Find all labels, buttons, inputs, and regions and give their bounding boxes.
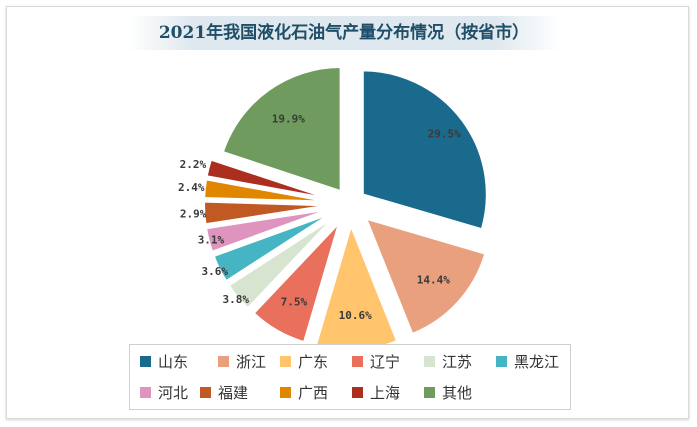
data-labels: 29.5% 14.4% 10.6% 7.5% 3.8% 3.6% 3.1% 2.9% 2.4% 2…	[178, 113, 461, 322]
legend-swatch	[280, 355, 291, 367]
legend-swatch	[352, 355, 363, 367]
legend-swatch	[352, 386, 363, 398]
legend-item-5: 江苏	[424, 350, 472, 372]
legend-label: 其他	[442, 383, 473, 402]
legend-item-9: 广西	[280, 381, 328, 403]
legend-item-3: 广东	[280, 350, 328, 372]
data-label-10: 2.2%	[180, 158, 207, 171]
data-label-6: 3.6%	[202, 265, 229, 278]
chart-title: 2021年我国液化石油气产量分布情况（按省市）	[158, 23, 530, 43]
legend-swatch	[140, 355, 151, 367]
legend-swatch	[200, 386, 211, 398]
legend-item-2: 浙江	[218, 350, 266, 372]
legend-item-4: 辽宁	[352, 350, 400, 372]
data-label-5: 3.8%	[223, 293, 250, 306]
pie-slice-9	[203, 178, 329, 203]
title-band	[128, 16, 560, 50]
pie-slice-5	[227, 217, 334, 310]
pie-slice-10	[205, 158, 329, 200]
pie-slice-7	[204, 208, 330, 253]
legend-label: 辽宁	[370, 352, 401, 371]
pie-slice-4	[252, 222, 340, 344]
legend-item-11: 其他	[424, 381, 472, 403]
data-label-4: 7.5%	[281, 296, 308, 309]
legend-label: 福建	[218, 383, 249, 402]
pie-slices	[203, 66, 488, 351]
legend-label: 上海	[370, 383, 401, 402]
legend-label: 山东	[158, 352, 189, 371]
data-label-2: 14.4%	[417, 274, 450, 287]
legend-label: 河北	[158, 383, 189, 402]
legend-item-7: 河北	[140, 381, 188, 403]
legend-item-8: 福建	[200, 381, 248, 403]
legend-swatch	[218, 355, 229, 367]
legend-item-6: 黑龙江	[496, 350, 559, 372]
legend-label: 浙江	[236, 352, 267, 371]
pie-slice-11	[221, 66, 342, 193]
legend: 山东 浙江 广东 辽宁 江苏 黑龙江河北 福建 广西 上海 其他	[129, 344, 571, 410]
pie-slice-8	[203, 200, 329, 226]
legend-swatch	[140, 386, 151, 398]
legend-swatch	[496, 355, 507, 367]
pie-slice-6	[212, 212, 331, 283]
data-label-3: 10.6%	[339, 309, 372, 322]
legend-label: 黑龙江	[514, 352, 560, 371]
data-label-11: 19.9%	[272, 113, 305, 126]
legend-swatch	[280, 386, 291, 398]
legend-label: 江苏	[442, 352, 473, 371]
legend-label: 广西	[298, 383, 329, 402]
data-label-1: 29.5%	[428, 127, 461, 140]
data-label-8: 2.9%	[180, 208, 207, 221]
legend-swatch	[424, 355, 435, 367]
pie-slice-1	[361, 69, 488, 231]
legend-item-10: 上海	[352, 381, 400, 403]
data-label-7: 3.1%	[198, 234, 225, 247]
legend-label: 广东	[298, 352, 329, 371]
legend-item-1: 山东	[140, 350, 188, 372]
data-label-9: 2.4%	[178, 181, 205, 194]
legend-swatch	[424, 386, 435, 398]
pie-slice-2	[364, 217, 487, 336]
